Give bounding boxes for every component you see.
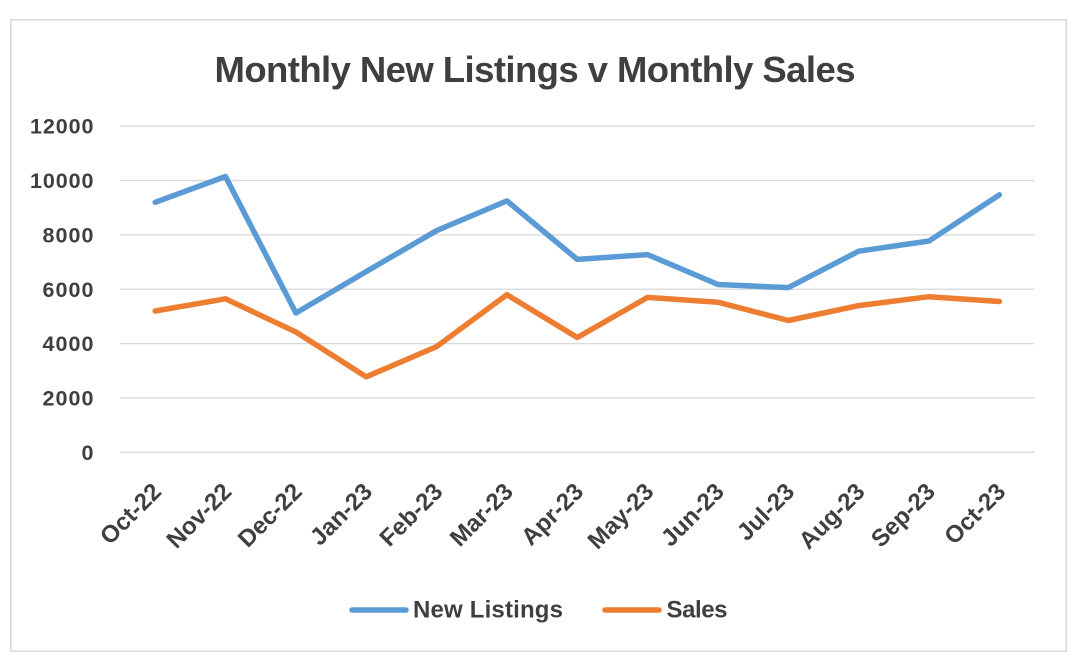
svg-text:0: 0	[82, 441, 94, 465]
svg-text:4000: 4000	[43, 332, 94, 356]
svg-text:6000: 6000	[43, 278, 94, 302]
svg-text:Monthly New Listings v Monthly: Monthly New Listings v Monthly Sales	[215, 49, 856, 90]
svg-text:New Listings: New Listings	[413, 597, 563, 624]
svg-text:8000: 8000	[43, 223, 94, 247]
svg-text:12000: 12000	[30, 115, 94, 139]
svg-text:10000: 10000	[30, 169, 94, 193]
svg-text:2000: 2000	[43, 386, 94, 410]
svg-text:Sales: Sales	[667, 597, 728, 624]
